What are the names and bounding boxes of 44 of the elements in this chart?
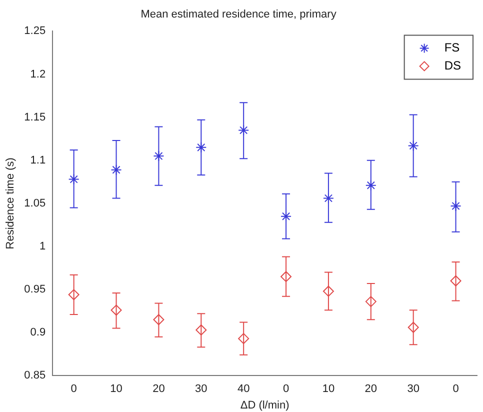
point [365, 296, 376, 308]
y-axis-title: Residence time (s) [4, 158, 17, 250]
y-tick-label: 0.9 [30, 326, 46, 339]
y-tick-label: 1.1 [30, 154, 46, 166]
x-axis-title: ΔD (l/min) [240, 399, 290, 412]
point [68, 174, 80, 185]
point [450, 200, 462, 212]
x-tick-label: 20 [152, 383, 165, 396]
y-tick-label: 1.05 [24, 197, 46, 210]
point [408, 322, 419, 333]
legend-label: FS [444, 40, 460, 55]
x-tick-label: 30 [195, 383, 208, 396]
y-tick-label: 0.85 [24, 370, 46, 382]
point [450, 275, 462, 286]
x-tick-label: 20 [364, 383, 378, 396]
point [153, 314, 164, 326]
point [322, 192, 334, 204]
x-tick-label: 10 [110, 383, 122, 396]
point [238, 333, 250, 344]
legend-label: DS [444, 58, 461, 73]
point [110, 164, 122, 176]
point [280, 271, 292, 282]
point [365, 180, 376, 191]
point [153, 150, 164, 162]
x-tick-label: 30 [407, 383, 420, 396]
point [68, 289, 80, 300]
x-tick-label: 0 [282, 383, 290, 396]
x-tick-label: 0 [452, 383, 459, 396]
y-tick-label: 1.15 [24, 111, 46, 124]
y-tick-label: 1.2 [30, 68, 46, 80]
x-tick-label: 0 [70, 383, 77, 396]
point [238, 124, 250, 136]
point [110, 304, 122, 316]
point [280, 210, 292, 222]
y-tick-label: 1.25 [24, 25, 46, 38]
point [322, 286, 334, 297]
y-tick-label: 0.95 [24, 284, 46, 296]
x-tick-label: 10 [322, 383, 335, 396]
point [196, 142, 207, 153]
point [196, 324, 207, 336]
x-tick-label: 40 [237, 383, 250, 396]
point [408, 140, 419, 152]
chart-title: Mean estimated residence time, primary [140, 8, 337, 21]
y-tick-label: 1 [39, 240, 46, 252]
